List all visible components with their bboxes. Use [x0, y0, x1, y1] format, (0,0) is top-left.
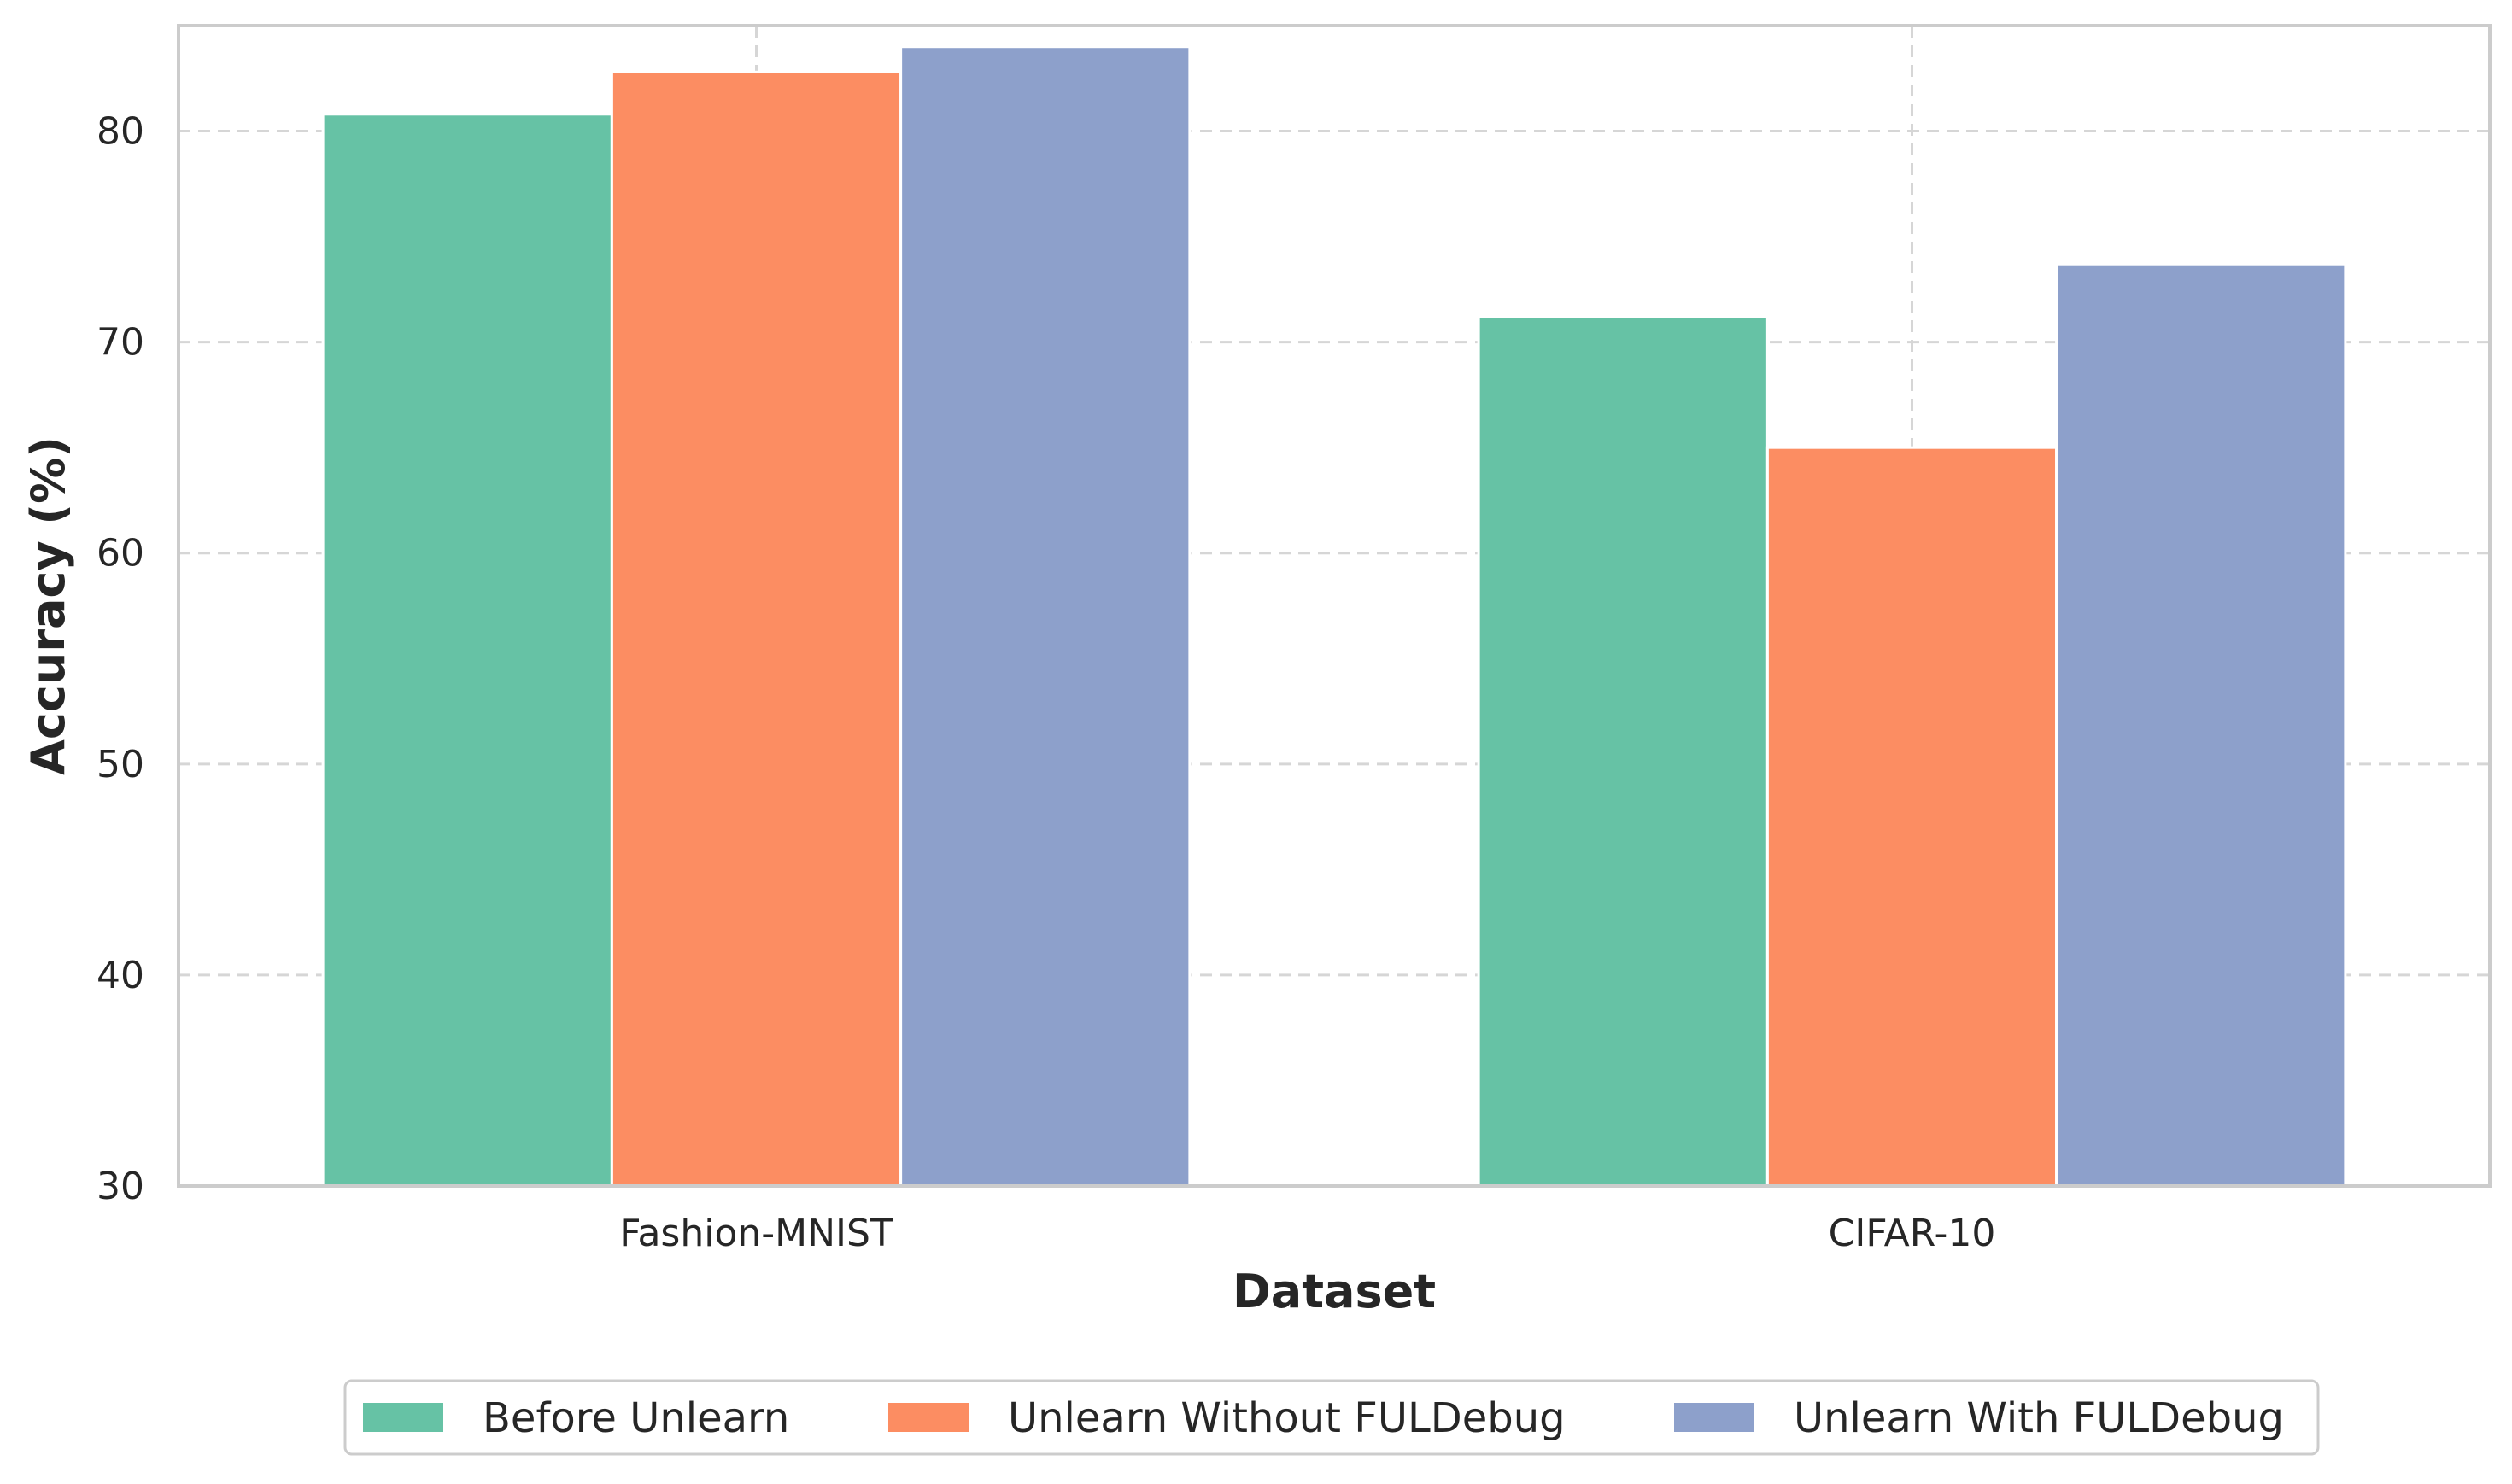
legend-label-unlearn-without-fuldebug: Unlearn Without FULDebug: [1008, 1394, 1566, 1442]
legend: Before Unlearn Unlearn Without FULDebug Un…: [343, 1379, 2320, 1456]
bar-cifar-10-unlearn-with-fuldebug: [2055, 262, 2347, 1188]
x-tick-label-cifar-10: CIFAR-10: [1829, 1212, 1996, 1255]
y-tick-label-30: 30: [97, 1165, 144, 1208]
y-tick-labels: 30 40 50 60 70 80: [97, 110, 144, 1208]
x-axis-title: Dataset: [1233, 1265, 1436, 1318]
legend-frame: [343, 1379, 2320, 1456]
y-tick-label-40: 40: [97, 954, 144, 997]
legend-swatch-before-unlearn: [363, 1403, 443, 1432]
y-tick-label-80: 80: [97, 110, 144, 154]
y-tick-label-60: 60: [97, 532, 144, 575]
bar-cifar-10-before-unlearn: [1477, 315, 1769, 1188]
y-tick-label-50: 50: [97, 743, 144, 786]
x-tick-label-fashion-mnist: Fashion-MNIST: [619, 1212, 893, 1255]
bars: [321, 45, 2347, 1188]
legend-label-before-unlearn: Before Unlearn: [483, 1394, 789, 1442]
y-axis-title: Accuracy (%): [21, 436, 75, 775]
x-tick-labels: Fashion-MNIST CIFAR-10: [619, 1212, 1995, 1255]
bar-cifar-10-unlearn-without-fuldebug: [1765, 446, 2058, 1188]
bar-fashion-mnist-unlearn-without-fuldebug: [610, 70, 903, 1188]
bar-fashion-mnist-unlearn-with-fuldebug: [899, 45, 1192, 1188]
plot-frame: [177, 24, 2492, 1188]
legend-swatch-unlearn-without-fuldebug: [888, 1403, 969, 1432]
legend-label-unlearn-with-fuldebug: Unlearn With FULDebug: [1794, 1394, 2284, 1442]
bar-fashion-mnist-before-unlearn: [321, 113, 613, 1188]
y-tick-label-70: 70: [97, 321, 144, 365]
legend-swatch-unlearn-with-fuldebug: [1674, 1403, 1754, 1432]
